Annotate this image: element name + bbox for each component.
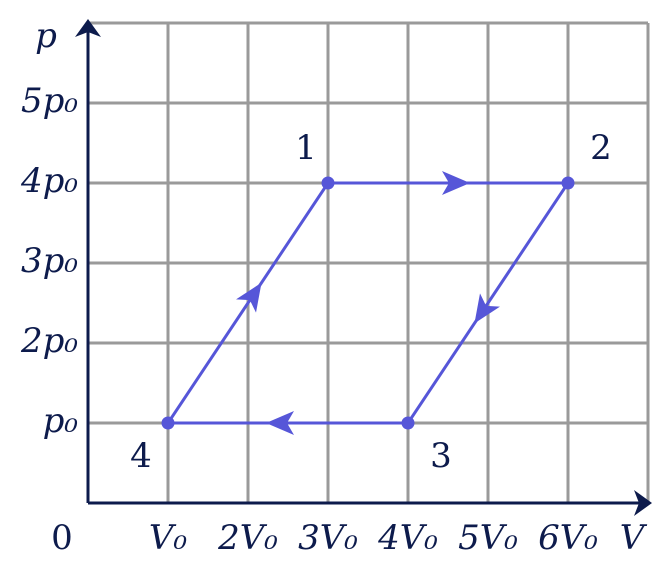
x-tick-label: 5V₀ bbox=[458, 518, 518, 558]
y-tick-label: 2p₀ bbox=[20, 321, 78, 361]
point-label: 1 bbox=[295, 128, 317, 168]
point-label: 4 bbox=[130, 436, 152, 476]
direction-arrow bbox=[236, 282, 262, 313]
origin-label: 0 bbox=[51, 518, 73, 558]
x-tick-label: 6V₀ bbox=[538, 518, 598, 558]
point-label: 3 bbox=[430, 436, 452, 476]
y-tick-label: 5p₀ bbox=[21, 81, 78, 121]
y-axis-arrow bbox=[75, 19, 101, 37]
x-axis-label: V bbox=[620, 518, 648, 558]
x-tick-label: V₀ bbox=[149, 518, 188, 558]
x-tick-label: 4V₀ bbox=[377, 518, 438, 558]
y-tick-label: 4p₀ bbox=[20, 161, 78, 201]
direction-arrow bbox=[442, 171, 470, 195]
state-point bbox=[561, 176, 575, 190]
state-point bbox=[321, 176, 335, 190]
x-axis-arrow bbox=[634, 490, 652, 516]
direction-arrow bbox=[474, 293, 500, 324]
y-axis-label: p bbox=[35, 16, 57, 56]
direction-arrow bbox=[266, 411, 294, 435]
grid bbox=[88, 21, 650, 503]
y-tick-label: 3p₀ bbox=[21, 241, 78, 281]
state-point bbox=[401, 416, 415, 430]
x-tick-label: 3V₀ bbox=[298, 518, 358, 558]
x-tick-label: 2V₀ bbox=[217, 518, 278, 558]
point-label: 2 bbox=[590, 128, 612, 168]
state-point bbox=[161, 416, 175, 430]
cycle-line bbox=[165, 181, 571, 425]
plot bbox=[161, 171, 575, 435]
y-tick-label: p₀ bbox=[43, 401, 79, 441]
